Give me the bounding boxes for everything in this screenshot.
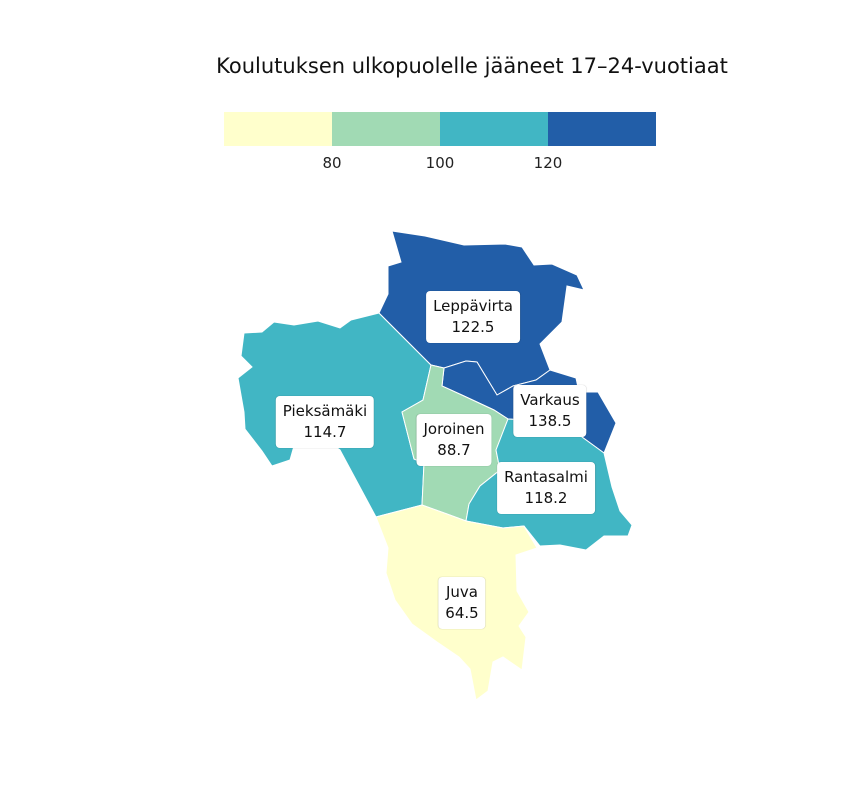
legend-bin-2 (332, 112, 440, 146)
label-varkaus-value: 138.5 (528, 412, 572, 430)
legend-bin-4 (548, 112, 656, 146)
label-leppavirta-value: 122.5 (451, 318, 495, 336)
legend-bin-1 (224, 112, 332, 146)
legend-tick-100: 100 (425, 154, 455, 172)
legend-tick-120: 120 (533, 154, 563, 172)
label-pieksamaki: Pieksämäki 114.7 (275, 396, 375, 448)
label-pieksamaki-value: 114.7 (303, 423, 347, 441)
label-juva: Juva 64.5 (438, 577, 486, 629)
label-joroinen-name: Joroinen (423, 420, 485, 438)
label-juva-value: 64.5 (445, 604, 479, 622)
label-joroinen-value: 88.7 (437, 441, 471, 459)
legend-tick-80: 80 (322, 154, 342, 172)
legend-bin-3 (440, 112, 548, 146)
chart-title: Koulutuksen ulkopuolelle jääneet 17–24-v… (216, 54, 728, 78)
label-rantasalmi: Rantasalmi 118.2 (497, 462, 595, 514)
label-leppavirta-name: Leppävirta (433, 297, 513, 315)
label-juva-name: Juva (446, 583, 478, 601)
label-varkaus-name: Varkaus (520, 391, 580, 409)
label-rantasalmi-value: 118.2 (524, 489, 568, 507)
label-joroinen: Joroinen 88.7 (416, 414, 492, 466)
label-pieksamaki-name: Pieksämäki (282, 402, 368, 420)
color-legend (224, 112, 656, 146)
label-rantasalmi-name: Rantasalmi (504, 468, 588, 486)
label-varkaus: Varkaus 138.5 (513, 385, 587, 437)
label-leppavirta: Leppävirta 122.5 (426, 291, 520, 343)
